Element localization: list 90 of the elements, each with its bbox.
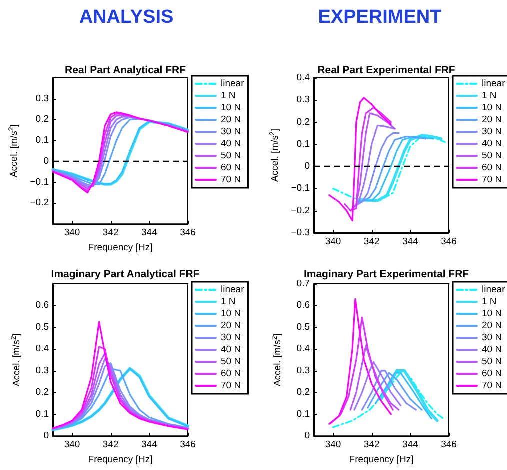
x-tick-label: 344 (402, 440, 418, 451)
chart-title: Imaginary Part Experimental FRF (304, 268, 470, 280)
x-tick-label: 346 (180, 440, 196, 451)
y-tick-label: −0.2 (291, 205, 310, 216)
y-tick-label: 0.5 (296, 322, 310, 333)
y-tick-label: 0 (44, 430, 49, 442)
y-tick-label: 0 (304, 161, 310, 172)
x-tick-label: 340 (64, 440, 80, 451)
legend-label: 70 N (482, 380, 502, 392)
x-tick-label: 346 (441, 236, 457, 248)
legend-label: linear (482, 284, 506, 296)
legend-label: 40 N (221, 344, 242, 356)
x-tick-label: 344 (142, 228, 158, 239)
y-tick-label: 0.2 (296, 116, 310, 128)
y-tick-label: 0.2 (36, 114, 49, 126)
legend-label: 10 N (482, 102, 502, 114)
y-tick-label: 0.1 (296, 138, 310, 150)
legend-label: 60 N (482, 162, 502, 174)
legend-label: 40 N (482, 344, 502, 356)
y-tick-label: 0.3 (36, 365, 49, 376)
y-tick-label: −0.1 (291, 183, 310, 194)
legend-label: 30 N (482, 126, 502, 138)
y-tick-label: 0.1 (36, 408, 49, 420)
x-tick-label: 346 (180, 228, 196, 239)
y-tick-label: 0.4 (296, 72, 310, 84)
y-tick-label: 0.1 (296, 408, 310, 420)
x-tick-label: 342 (364, 440, 380, 451)
legend-label: 70 N (221, 380, 242, 392)
chart-title: Real Part Analytical FRF (65, 64, 187, 76)
legend-label: 30 N (482, 332, 502, 344)
y-tick-label: −0.2 (30, 198, 49, 209)
x-axis-title: Frequency [Hz] (88, 242, 153, 254)
x-tick-label: 340 (325, 236, 342, 248)
legend-label: 60 N (221, 162, 242, 174)
x-tick-label: 342 (102, 228, 119, 239)
y-tick-label: 0.3 (36, 93, 49, 104)
y-tick-label: 0.3 (296, 94, 310, 106)
x-tick-label: 342 (364, 236, 380, 248)
legend-label: 70 N (482, 174, 502, 186)
y-tick-label: 0.7 (296, 278, 310, 290)
legend-label: 1 N (221, 90, 236, 102)
y-tick-label: 0.6 (36, 300, 49, 312)
legend-label: 20 N (221, 320, 242, 332)
legend-label: 60 N (482, 368, 502, 380)
legend-label: 50 N (221, 150, 242, 162)
legend-label: 50 N (221, 356, 242, 368)
x-tick-label: 344 (402, 236, 418, 248)
legend-label: 40 N (221, 138, 242, 150)
legend-label: 30 N (221, 332, 242, 344)
x-tick-label: 340 (64, 228, 80, 239)
legend-label: 1 N (221, 296, 236, 308)
x-axis-title: Frequency [Hz] (349, 454, 414, 466)
y-tick-label: 0.2 (296, 387, 310, 398)
y-tick-label: 0 (304, 430, 310, 442)
x-axis-title: Frequency [Hz] (88, 454, 153, 466)
x-tick-label: 340 (325, 440, 342, 451)
y-tick-label: 0 (44, 156, 49, 167)
legend-label: 1 N (482, 90, 497, 102)
legend-label: 40 N (482, 138, 502, 150)
y-tick-label: −0.1 (30, 176, 49, 188)
y-tick-label: 0.4 (296, 344, 310, 355)
legend-label: 70 N (221, 174, 242, 186)
y-tick-label: 0.5 (36, 322, 49, 333)
legend-label: 1 N (482, 296, 497, 308)
y-tick-label: 0.2 (36, 387, 49, 398)
y-tick-label: −0.3 (291, 228, 310, 238)
chart-title: Real Part Experimental FRF (318, 64, 456, 76)
x-tick-label: 346 (441, 440, 457, 451)
x-tick-label: 344 (142, 440, 158, 451)
y-tick-label: 0.1 (36, 135, 49, 146)
legend-label: 50 N (482, 356, 502, 368)
y-tick-label: 0.6 (296, 300, 310, 312)
legend-label: linear (221, 78, 244, 90)
legend-label: 20 N (482, 114, 502, 126)
text: ANALYSIS (79, 7, 174, 28)
x-tick-label: 342 (102, 440, 119, 451)
text: EXPERIMENT (318, 7, 442, 28)
y-tick-label: 0.3 (296, 365, 310, 376)
legend-label: linear (482, 78, 506, 90)
legend-label: 20 N (221, 114, 242, 126)
chart-title: Imaginary Part Analytical FRF (51, 268, 200, 280)
legend-label: 30 N (221, 126, 242, 138)
y-tick-label: 0.4 (36, 344, 49, 355)
legend-label: 60 N (221, 368, 242, 380)
legend-label: 10 N (482, 308, 502, 320)
legend-label: 50 N (482, 150, 502, 162)
legend-label: 10 N (221, 308, 242, 320)
legend-label: 10 N (221, 102, 242, 114)
legend-label: linear (221, 284, 244, 296)
legend-label: 20 N (482, 320, 502, 332)
